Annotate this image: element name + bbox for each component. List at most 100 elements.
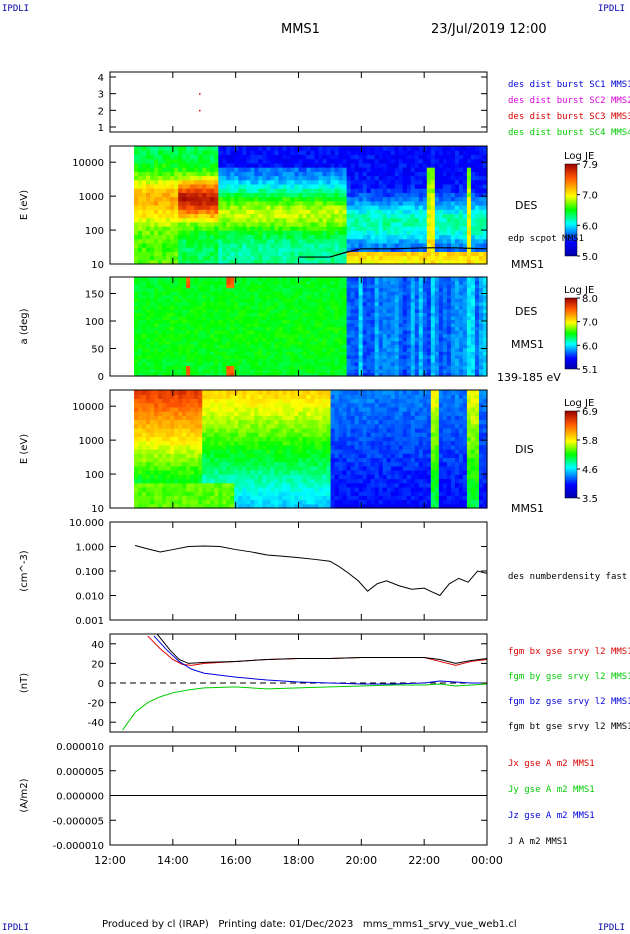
heat-cell <box>338 298 344 303</box>
heat-cell <box>370 217 376 223</box>
heat-cell <box>354 330 360 335</box>
heat-cell <box>358 200 364 206</box>
heat-cell <box>390 354 396 359</box>
heat-cell <box>458 158 464 164</box>
heat-cell <box>230 150 235 156</box>
heat-cell <box>322 234 328 240</box>
heat-cell <box>346 150 352 156</box>
heat-cell <box>450 171 456 177</box>
heat-cell <box>438 255 444 261</box>
heat-cell <box>174 312 179 317</box>
heat-cell <box>182 150 187 156</box>
heat-cell <box>314 322 320 328</box>
heat-cell <box>430 234 436 240</box>
heat-cell <box>162 183 167 189</box>
heat-cell <box>274 322 280 328</box>
heat-cell <box>162 326 167 331</box>
heat-cell <box>302 188 308 193</box>
heat-cell <box>206 158 211 164</box>
heat-cell <box>394 326 400 331</box>
heat-cell <box>290 179 296 185</box>
heat-cell <box>162 358 167 363</box>
heat-cell <box>386 298 392 303</box>
heat-cell <box>302 301 308 306</box>
heat-cell <box>342 319 348 324</box>
heat-cell <box>410 315 416 321</box>
heat-cell <box>210 280 215 285</box>
heat-cell <box>398 337 404 342</box>
heat-cell <box>338 326 344 331</box>
heat-cell <box>270 372 276 377</box>
heat-cell <box>306 333 312 338</box>
heat-cell <box>426 365 432 370</box>
heat-cell <box>326 162 332 168</box>
heat-cell <box>250 251 255 257</box>
heat-cell <box>262 277 268 282</box>
heat-cell <box>374 312 380 317</box>
heat-cell <box>346 154 352 160</box>
heat-cell <box>294 298 300 303</box>
heat-cell <box>278 162 284 168</box>
heat-cell <box>362 322 368 328</box>
heat-cell <box>334 188 340 193</box>
heat-cell <box>470 196 476 202</box>
heat-cell <box>226 205 231 210</box>
heat-cell <box>262 319 268 324</box>
heat-cell <box>214 344 219 349</box>
heat-cell <box>438 361 444 366</box>
heat-cell <box>382 158 388 164</box>
heat-cell <box>162 167 167 172</box>
heat-cell <box>286 251 292 257</box>
heat-cell <box>138 406 143 412</box>
heat-cell <box>134 337 139 342</box>
heat-cell <box>422 301 428 306</box>
heat-cell <box>430 330 436 335</box>
heat-cell <box>466 287 472 292</box>
heat-cell <box>230 247 235 252</box>
heat-cell <box>214 226 219 231</box>
heat-cell <box>162 154 167 160</box>
heat-cell <box>466 179 472 185</box>
heat-cell <box>210 179 215 185</box>
heat-cell <box>430 150 436 156</box>
heat-cell <box>274 312 280 317</box>
heat-cell <box>478 347 484 352</box>
heat-cell <box>418 154 424 160</box>
heat-cell <box>158 347 163 352</box>
heat-cell <box>334 209 340 215</box>
heat-cell <box>310 238 316 244</box>
heat-cell <box>234 192 239 198</box>
heat-cell <box>294 171 300 177</box>
heat-cell <box>478 230 484 236</box>
heat-cell <box>374 196 380 202</box>
heat-cell <box>274 221 280 227</box>
heat-cell <box>178 209 183 215</box>
heat-cell <box>250 200 255 206</box>
heat-cell <box>446 242 452 248</box>
heat-cell <box>134 419 139 425</box>
heat-cell <box>306 291 312 296</box>
heat-cell <box>298 192 304 198</box>
heat-cell <box>346 312 352 317</box>
heat-cell <box>246 358 251 363</box>
heat-cell <box>346 326 352 331</box>
heat-cell <box>206 315 211 321</box>
heat-cell <box>350 192 356 198</box>
heat-cell <box>426 230 432 236</box>
heat-cell <box>250 226 255 231</box>
heat-cell <box>450 259 456 265</box>
heat-cell <box>266 230 272 236</box>
heat-cell <box>238 221 243 227</box>
heat-cell <box>358 196 364 202</box>
heat-cell <box>370 368 376 374</box>
heat-cell <box>402 305 408 310</box>
heat-cell <box>458 154 464 160</box>
heat-cell <box>462 217 468 223</box>
heat-cell <box>398 196 404 202</box>
heat-cell <box>482 162 488 168</box>
heat-cell <box>454 179 460 185</box>
heat-cell <box>458 162 464 168</box>
heat-cell <box>414 308 420 313</box>
heat-cell <box>182 351 187 356</box>
heat-cell <box>294 146 300 151</box>
